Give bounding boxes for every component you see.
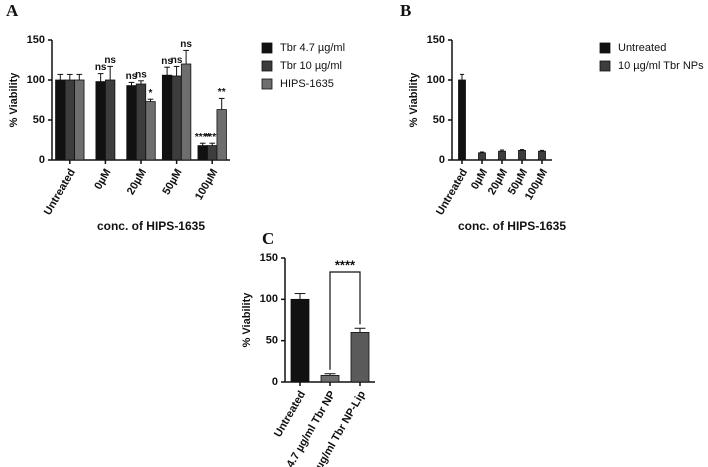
bar bbox=[126, 85, 137, 161]
y-tick-label: 100 bbox=[27, 74, 45, 86]
legend-swatch bbox=[261, 42, 273, 54]
legend-swatch bbox=[599, 60, 611, 72]
legend-label: Tbr 10 µg/ml bbox=[280, 60, 342, 72]
significance-label: ns bbox=[180, 39, 192, 50]
legend-label: Tbr 4.7 µg/ml bbox=[280, 42, 345, 54]
legend-swatch bbox=[599, 42, 611, 54]
legend-label: HIPS-1635 bbox=[280, 78, 334, 90]
x-tick-label: Untreated bbox=[42, 167, 78, 217]
bar bbox=[180, 63, 192, 161]
legend-label: Untreated bbox=[618, 42, 666, 54]
x-tick-label: Untreated bbox=[434, 167, 470, 217]
x-axis-label: conc. of HIPS-1635 bbox=[458, 219, 566, 233]
y-axis-label: % Viability bbox=[8, 72, 20, 128]
significance-label: * bbox=[149, 88, 153, 99]
significance-label: **** bbox=[204, 132, 220, 143]
panel-label: C bbox=[262, 229, 274, 248]
x-tick-label: 0µM bbox=[92, 167, 113, 192]
bar bbox=[320, 374, 340, 383]
y-axis-label: % Viability bbox=[408, 72, 420, 128]
significance-label: ** bbox=[218, 87, 226, 98]
panel-label: A bbox=[6, 1, 19, 20]
y-tick-label: 0 bbox=[39, 154, 45, 166]
legend-label: 10 µg/ml Tbr NPs bbox=[618, 60, 704, 72]
significance-label: ns bbox=[95, 62, 107, 73]
y-tick-label: 100 bbox=[260, 293, 278, 305]
bar bbox=[216, 109, 227, 161]
x-tick-label: 20µM bbox=[125, 167, 149, 197]
bar bbox=[105, 79, 116, 161]
significance-label: **** bbox=[335, 257, 356, 272]
significance-label: ns bbox=[126, 71, 138, 82]
bar bbox=[64, 79, 75, 161]
significance-label: ns bbox=[171, 55, 183, 66]
bar bbox=[478, 152, 486, 161]
bar bbox=[518, 149, 526, 161]
bar bbox=[74, 79, 85, 161]
y-tick-label: 150 bbox=[427, 34, 445, 46]
bar bbox=[350, 331, 370, 383]
bar bbox=[171, 75, 182, 161]
bar bbox=[135, 83, 147, 161]
bar bbox=[161, 74, 173, 161]
y-tick-label: 50 bbox=[266, 335, 278, 347]
y-tick-label: 50 bbox=[33, 114, 45, 126]
y-tick-label: 150 bbox=[27, 34, 45, 46]
y-tick-label: 50 bbox=[433, 114, 445, 126]
y-tick-label: 0 bbox=[439, 154, 445, 166]
x-tick-label: 50µM bbox=[160, 167, 184, 197]
bar bbox=[538, 150, 546, 161]
bar bbox=[197, 145, 208, 161]
y-axis-label: % Viability bbox=[241, 292, 253, 348]
y-tick-label: 150 bbox=[260, 252, 278, 264]
significance-label: ns bbox=[135, 69, 147, 80]
bar bbox=[290, 298, 310, 383]
bar bbox=[207, 145, 218, 161]
legend-swatch bbox=[261, 60, 273, 72]
bar bbox=[458, 79, 466, 161]
bar bbox=[498, 150, 506, 161]
x-axis-label: conc. of HIPS-1635 bbox=[97, 219, 205, 233]
y-tick-label: 0 bbox=[272, 376, 278, 388]
y-tick-label: 100 bbox=[427, 74, 445, 86]
legend-swatch bbox=[261, 78, 273, 90]
significance-bracket bbox=[329, 271, 361, 370]
bar bbox=[95, 81, 106, 161]
significance-label: ns bbox=[104, 55, 116, 66]
significance-label: **** bbox=[195, 132, 211, 143]
significance-label: ns bbox=[161, 56, 173, 67]
x-tick-label: 100µM bbox=[193, 167, 220, 202]
panel-label: B bbox=[400, 1, 411, 20]
bar bbox=[145, 101, 156, 161]
bar bbox=[55, 79, 66, 161]
